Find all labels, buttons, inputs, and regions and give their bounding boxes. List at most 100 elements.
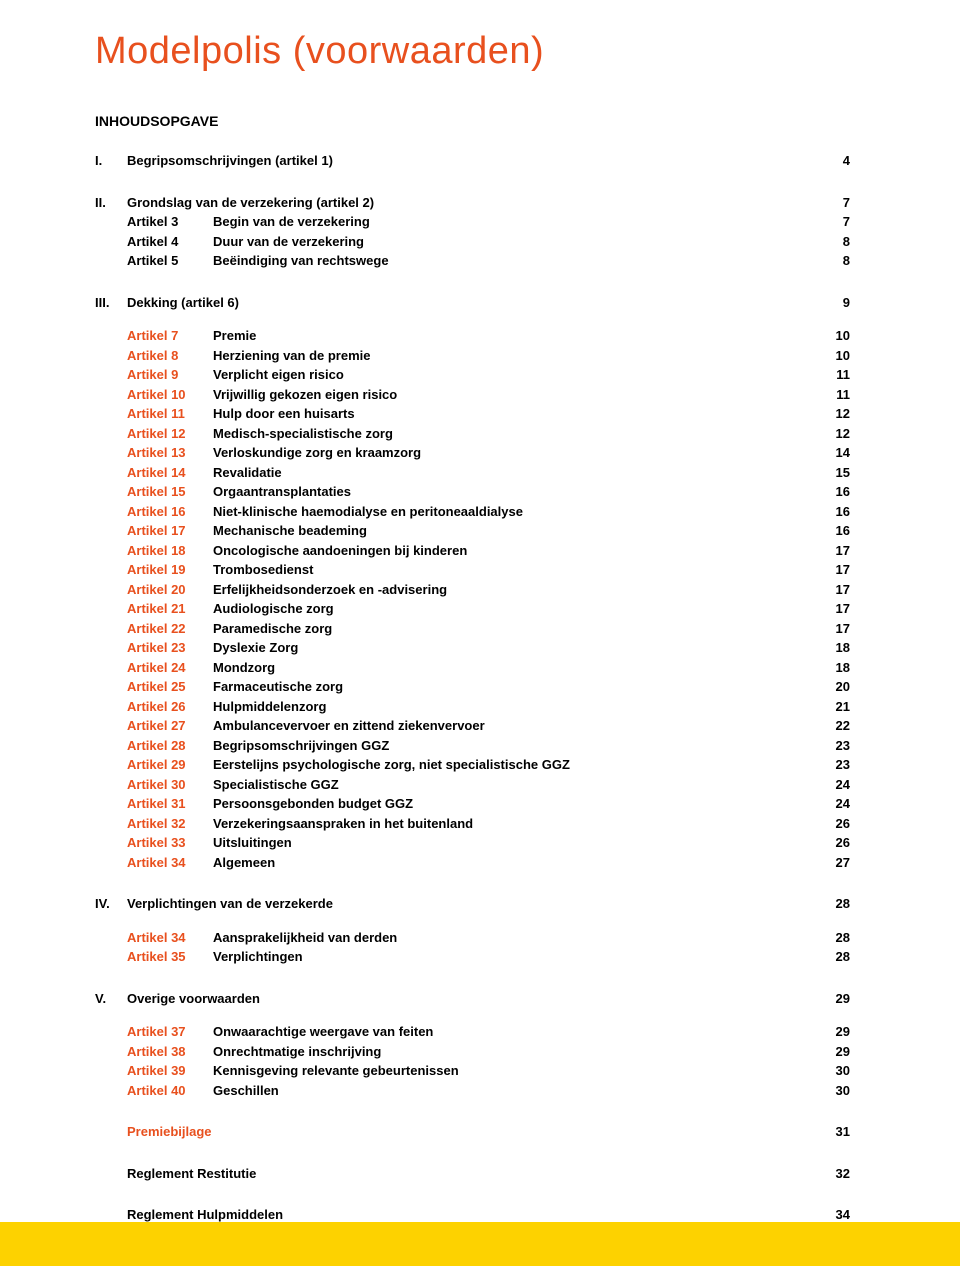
article-row: Artikel 30Specialistische GGZ24 (95, 775, 850, 795)
article-row: Artikel 5Beëindiging van rechtswege8 (95, 251, 850, 271)
section-row: IV.Verplichtingen van de verzekerde28 (95, 894, 850, 914)
article-row: Artikel 11Hulp door een huisarts12 (95, 404, 850, 424)
article-page: 11 (816, 365, 850, 385)
section-number: I. (95, 151, 127, 171)
extra-page: 31 (816, 1122, 850, 1142)
article-page: 29 (816, 1022, 850, 1042)
article-page: 17 (816, 619, 850, 639)
article-page: 26 (816, 814, 850, 834)
article-label: Duur van de verzekering (213, 232, 816, 252)
article-row: Artikel 17Mechanische beademing16 (95, 521, 850, 541)
spacer (95, 312, 850, 326)
article-label: Hulpmiddelenzorg (213, 697, 816, 717)
section-row: V.Overige voorwaarden29 (95, 989, 850, 1009)
article-label: Audiologische zorg (213, 599, 816, 619)
article-page: 16 (816, 482, 850, 502)
article-label: Ambulancevervoer en zittend ziekenvervoe… (213, 716, 816, 736)
page: Modelpolis (voorwaarden) INHOUDSOPGAVE I… (0, 0, 960, 1266)
toc-section: III.Dekking (artikel 6)9Artikel 7Premie1… (95, 293, 850, 873)
article-page: 26 (816, 833, 850, 853)
article-number: Artikel 4 (127, 232, 213, 252)
article-page: 22 (816, 716, 850, 736)
article-number: Artikel 14 (127, 463, 213, 483)
article-number: Artikel 10 (127, 385, 213, 405)
section-label: Dekking (artikel 6) (127, 293, 816, 313)
article-number: Artikel 20 (127, 580, 213, 600)
article-number: Artikel 19 (127, 560, 213, 580)
spacer (95, 914, 850, 928)
section-row: II.Grondslag van de verzekering (artikel… (95, 193, 850, 213)
extra-label: Reglement Restitutie (95, 1164, 816, 1184)
article-page: 30 (816, 1081, 850, 1101)
article-row: Artikel 23Dyslexie Zorg18 (95, 638, 850, 658)
article-label: Medisch-specialistische zorg (213, 424, 816, 444)
article-page: 24 (816, 794, 850, 814)
article-label: Verzekeringsaanspraken in het buitenland (213, 814, 816, 834)
article-label: Uitsluitingen (213, 833, 816, 853)
article-row: Artikel 35Verplichtingen28 (95, 947, 850, 967)
article-page: 15 (816, 463, 850, 483)
article-label: Persoonsgebonden budget GGZ (213, 794, 816, 814)
article-page: 27 (816, 853, 850, 873)
article-row: Artikel 20Erfelijkheidsonderzoek en -adv… (95, 580, 850, 600)
article-number: Artikel 22 (127, 619, 213, 639)
article-number: Artikel 3 (127, 212, 213, 232)
article-row: Artikel 22Paramedische zorg17 (95, 619, 850, 639)
article-row: Artikel 27Ambulancevervoer en zittend zi… (95, 716, 850, 736)
section-page: 9 (816, 293, 850, 313)
section-row: III.Dekking (artikel 6)9 (95, 293, 850, 313)
article-number: Artikel 33 (127, 833, 213, 853)
article-row: Artikel 28Begripsomschrijvingen GGZ23 (95, 736, 850, 756)
article-row: Artikel 37Onwaarachtige weergave van fei… (95, 1022, 850, 1042)
article-row: Artikel 12Medisch-specialistische zorg12 (95, 424, 850, 444)
article-label: Verplicht eigen risico (213, 365, 816, 385)
article-page: 17 (816, 560, 850, 580)
article-label: Onrechtmatige inschrijving (213, 1042, 816, 1062)
article-label: Eerstelijns psychologische zorg, niet sp… (213, 755, 816, 775)
section-page: 28 (816, 894, 850, 914)
article-row: Artikel 24Mondzorg18 (95, 658, 850, 678)
article-page: 28 (816, 947, 850, 967)
article-page: 23 (816, 755, 850, 775)
article-page: 8 (816, 251, 850, 271)
article-number: Artikel 34 (127, 928, 213, 948)
article-page: 7 (816, 212, 850, 232)
article-row: Artikel 34Algemeen27 (95, 853, 850, 873)
article-number: Artikel 12 (127, 424, 213, 444)
article-row: Artikel 16Niet-klinische haemodialyse en… (95, 502, 850, 522)
section-page: 29 (816, 989, 850, 1009)
article-page: 20 (816, 677, 850, 697)
article-row: Artikel 38Onrechtmatige inschrijving29 (95, 1042, 850, 1062)
article-page: 30 (816, 1061, 850, 1081)
article-number: Artikel 7 (127, 326, 213, 346)
article-label: Geschillen (213, 1081, 816, 1101)
article-label: Revalidatie (213, 463, 816, 483)
article-number: Artikel 35 (127, 947, 213, 967)
article-label: Specialistische GGZ (213, 775, 816, 795)
article-number: Artikel 11 (127, 404, 213, 424)
article-label: Herziening van de premie (213, 346, 816, 366)
article-row: Artikel 13Verloskundige zorg en kraamzor… (95, 443, 850, 463)
article-row: Artikel 4Duur van de verzekering8 (95, 232, 850, 252)
article-page: 23 (816, 736, 850, 756)
article-row: Artikel 29Eerstelijns psychologische zor… (95, 755, 850, 775)
article-page: 18 (816, 638, 850, 658)
article-number: Artikel 15 (127, 482, 213, 502)
article-row: Artikel 8Herziening van de premie10 (95, 346, 850, 366)
article-number: Artikel 31 (127, 794, 213, 814)
article-label: Farmaceutische zorg (213, 677, 816, 697)
extra-row: Reglement Restitutie32 (95, 1164, 850, 1184)
toc-extra: Premiebijlage31 (95, 1122, 850, 1142)
article-number: Artikel 27 (127, 716, 213, 736)
article-row: Artikel 31Persoonsgebonden budget GGZ24 (95, 794, 850, 814)
article-row: Artikel 40Geschillen30 (95, 1081, 850, 1101)
article-number: Artikel 37 (127, 1022, 213, 1042)
article-label: Verplichtingen (213, 947, 816, 967)
article-row: Artikel 25Farmaceutische zorg20 (95, 677, 850, 697)
article-number: Artikel 9 (127, 365, 213, 385)
article-page: 16 (816, 521, 850, 541)
article-number: Artikel 32 (127, 814, 213, 834)
article-row: Artikel 15Orgaantransplantaties16 (95, 482, 850, 502)
article-label: Erfelijkheidsonderzoek en -advisering (213, 580, 816, 600)
section-label: Grondslag van de verzekering (artikel 2) (127, 193, 816, 213)
